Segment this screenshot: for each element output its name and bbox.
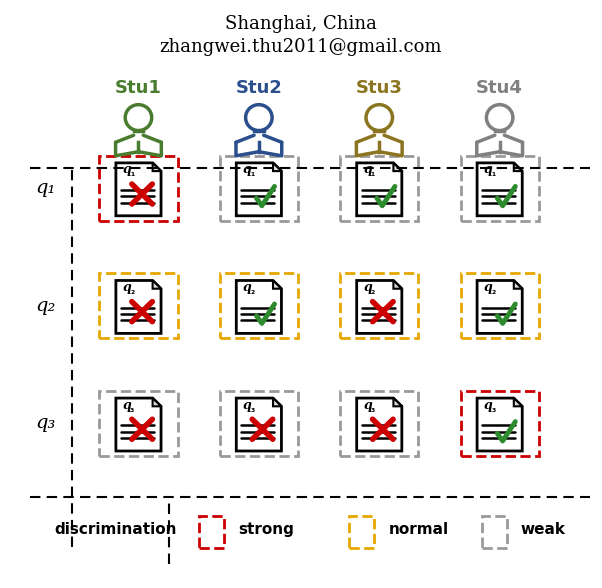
Polygon shape bbox=[356, 398, 402, 451]
Polygon shape bbox=[477, 280, 522, 333]
Polygon shape bbox=[514, 398, 522, 406]
Text: ₃: ₃ bbox=[371, 403, 375, 414]
Polygon shape bbox=[356, 280, 402, 333]
Text: q₃: q₃ bbox=[35, 415, 55, 432]
Polygon shape bbox=[152, 398, 161, 406]
Text: Stu2: Stu2 bbox=[235, 79, 282, 97]
Text: ₁: ₁ bbox=[371, 168, 375, 179]
Text: ₂: ₂ bbox=[491, 286, 495, 296]
Polygon shape bbox=[116, 163, 161, 216]
Text: ₂: ₂ bbox=[130, 286, 134, 296]
Polygon shape bbox=[152, 163, 161, 171]
Text: strong: strong bbox=[238, 522, 294, 537]
Text: q₁: q₁ bbox=[35, 179, 55, 197]
Polygon shape bbox=[116, 398, 161, 451]
Polygon shape bbox=[236, 280, 281, 333]
Polygon shape bbox=[356, 163, 402, 216]
Polygon shape bbox=[393, 398, 402, 406]
Polygon shape bbox=[393, 163, 402, 171]
Text: q: q bbox=[483, 281, 492, 294]
Polygon shape bbox=[152, 280, 161, 289]
Polygon shape bbox=[477, 163, 522, 216]
Polygon shape bbox=[116, 280, 161, 333]
Text: ₃: ₃ bbox=[491, 403, 495, 414]
Text: Stu1: Stu1 bbox=[115, 79, 162, 97]
Text: q: q bbox=[483, 399, 492, 412]
Text: q: q bbox=[363, 399, 372, 412]
Text: ₂: ₂ bbox=[371, 286, 375, 296]
Text: weak: weak bbox=[521, 522, 566, 537]
Text: discrimination: discrimination bbox=[54, 522, 176, 537]
Polygon shape bbox=[393, 280, 402, 289]
Polygon shape bbox=[236, 398, 281, 451]
Text: ₁: ₁ bbox=[130, 168, 134, 179]
Text: q: q bbox=[243, 163, 252, 176]
Text: ₁: ₁ bbox=[250, 168, 255, 179]
Text: q: q bbox=[243, 399, 252, 412]
Polygon shape bbox=[514, 280, 522, 289]
Text: q: q bbox=[363, 163, 372, 176]
Text: zhangwei.thu2011@gmail.com: zhangwei.thu2011@gmail.com bbox=[160, 38, 442, 56]
Text: Stu3: Stu3 bbox=[356, 79, 403, 97]
Text: q: q bbox=[122, 163, 131, 176]
Polygon shape bbox=[514, 163, 522, 171]
Text: Stu4: Stu4 bbox=[476, 79, 523, 97]
Text: q: q bbox=[243, 281, 252, 294]
Polygon shape bbox=[273, 280, 281, 289]
Text: ₃: ₃ bbox=[250, 403, 255, 414]
Text: normal: normal bbox=[388, 522, 448, 537]
Polygon shape bbox=[236, 163, 281, 216]
Text: ₁: ₁ bbox=[491, 168, 495, 179]
Text: q₂: q₂ bbox=[35, 297, 55, 315]
Text: q: q bbox=[363, 281, 372, 294]
Text: q: q bbox=[122, 281, 131, 294]
Text: Shanghai, China: Shanghai, China bbox=[225, 15, 377, 32]
Text: q: q bbox=[483, 163, 492, 176]
Text: q: q bbox=[122, 399, 131, 412]
Polygon shape bbox=[273, 163, 281, 171]
Text: ₂: ₂ bbox=[250, 286, 255, 296]
Polygon shape bbox=[273, 398, 281, 406]
Polygon shape bbox=[477, 398, 522, 451]
Text: ₃: ₃ bbox=[130, 403, 134, 414]
